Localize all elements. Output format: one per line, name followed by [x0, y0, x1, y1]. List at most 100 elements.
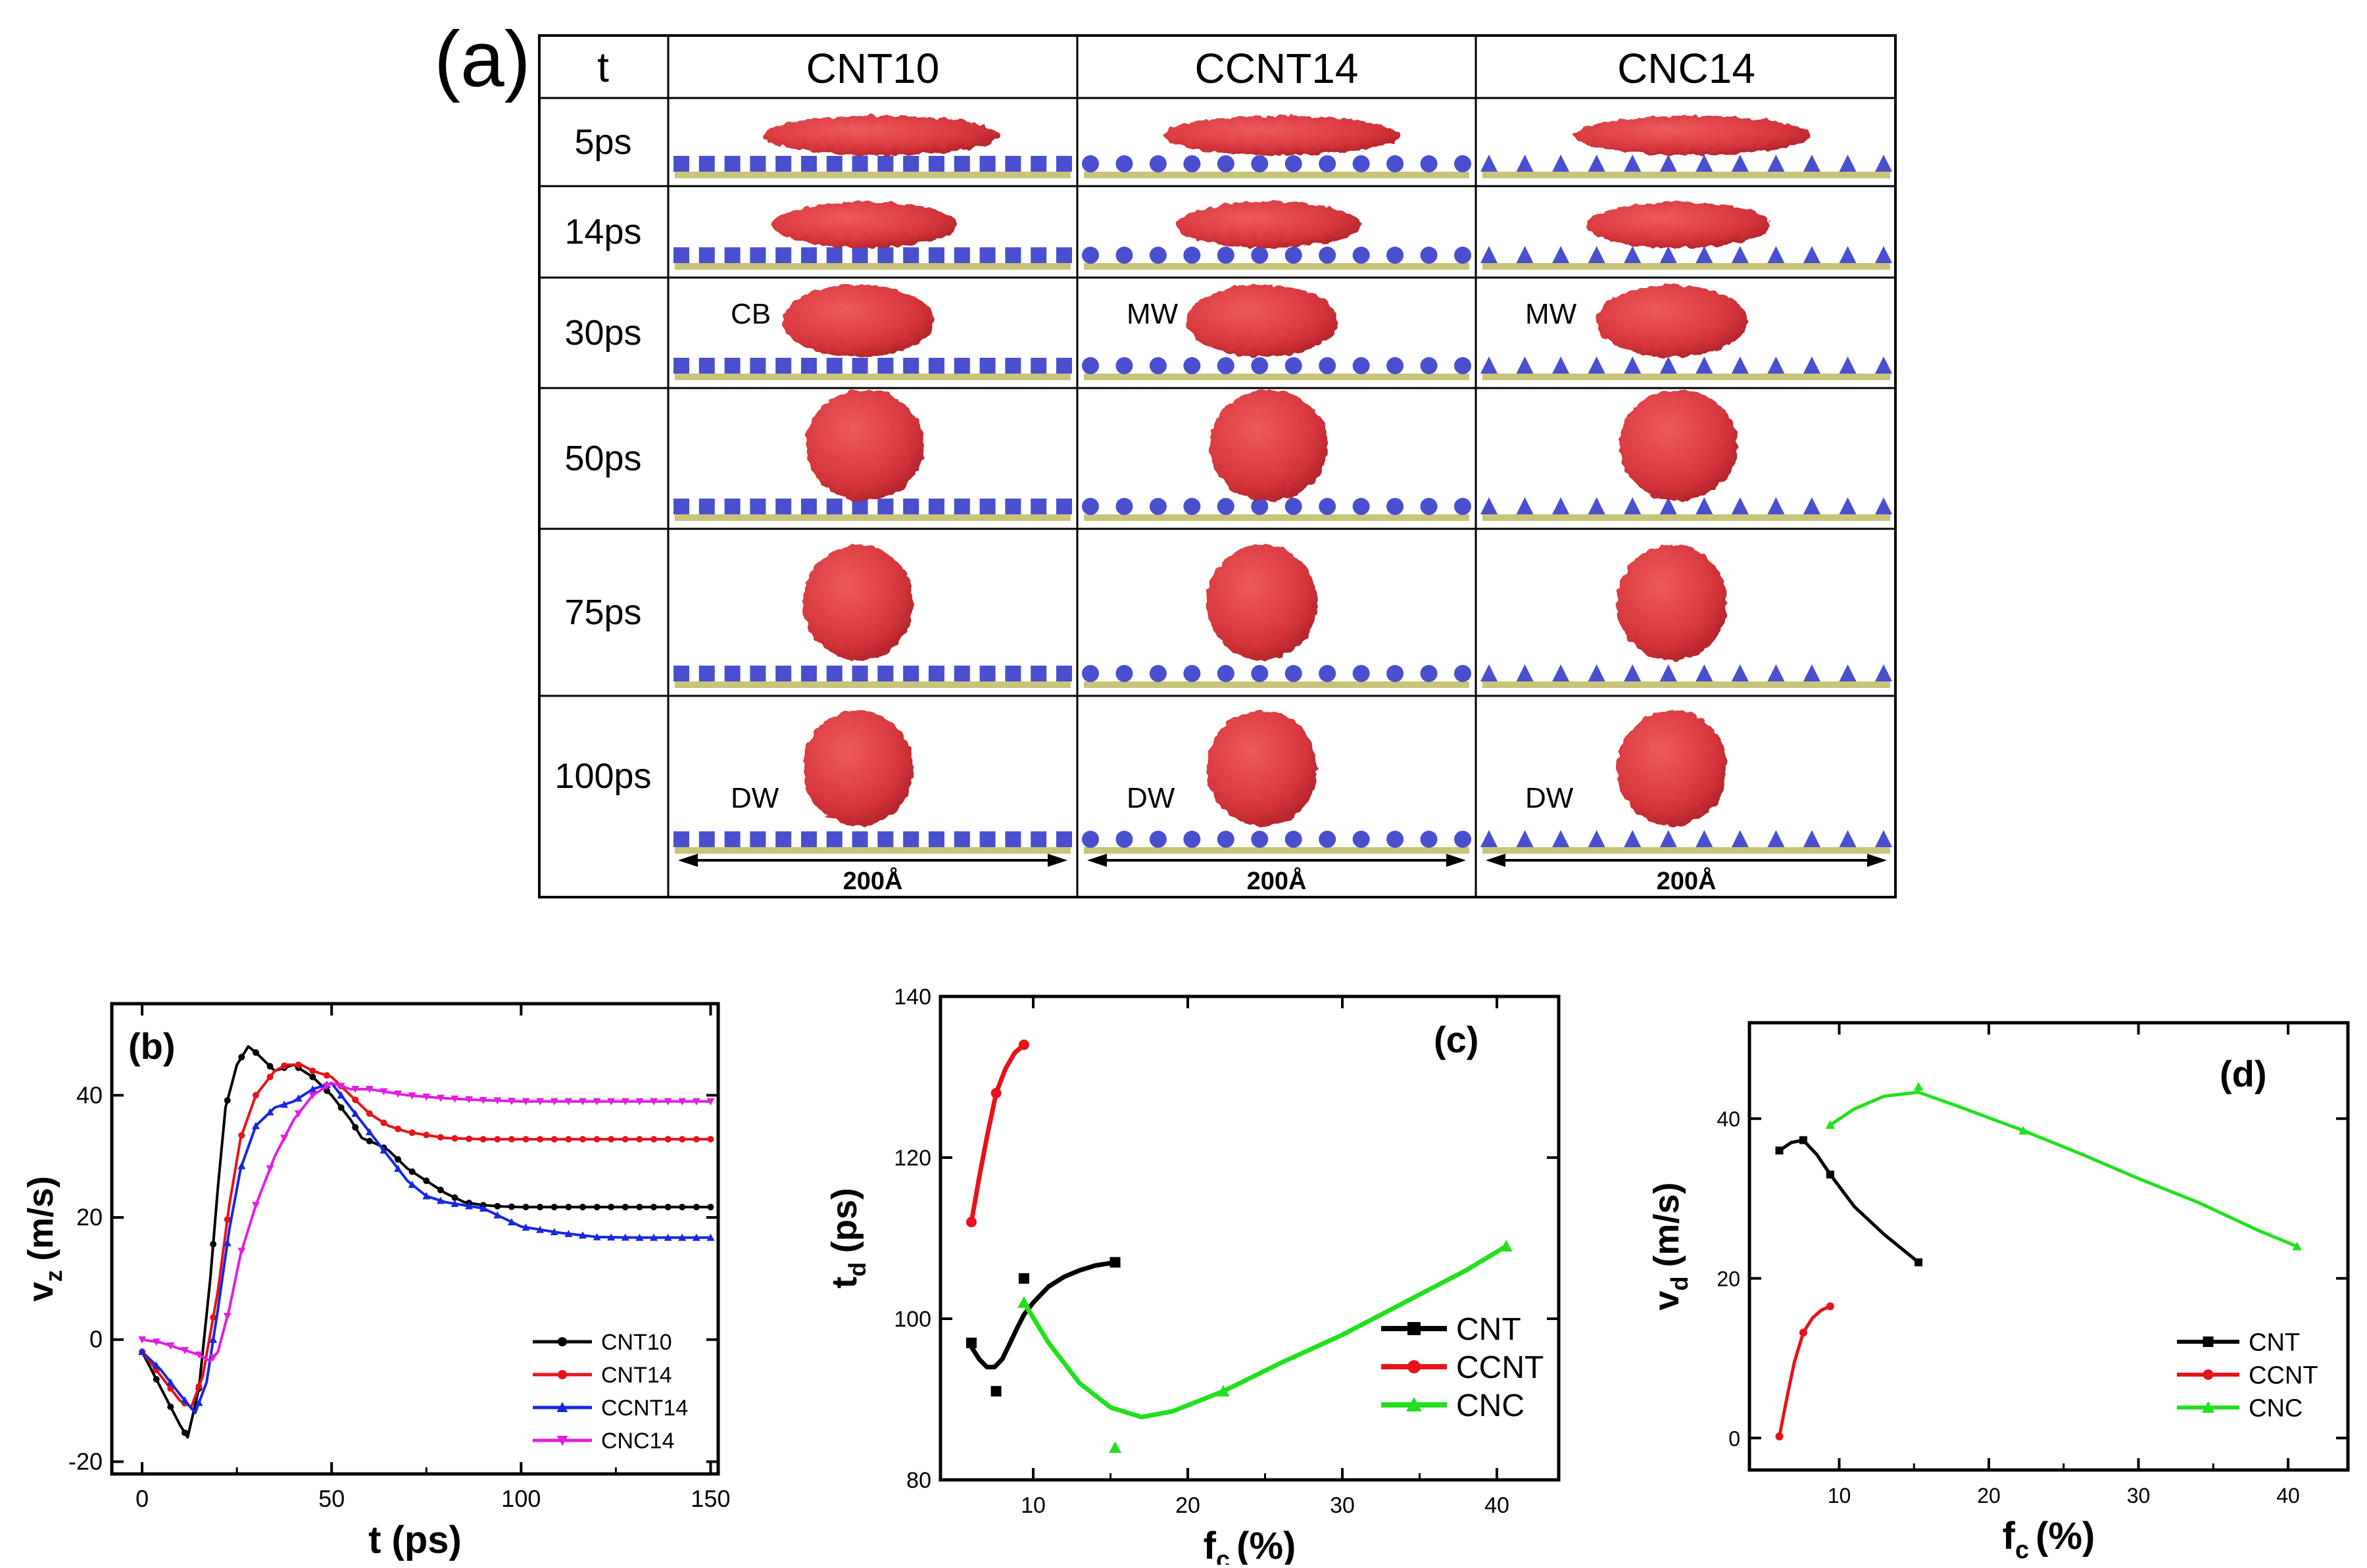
- water-droplet-0-2: [1573, 116, 1810, 155]
- wetting-state-label-5-1: DW: [1127, 782, 1175, 814]
- substrate-block: [826, 358, 842, 374]
- x-axis-label-unit: (%): [2036, 1515, 2095, 1557]
- data-point-CCNT14: [138, 1348, 147, 1356]
- data-point-CNC14: [493, 1097, 502, 1105]
- substrate-cone: [1588, 664, 1605, 681]
- data-point-CNC14: [195, 1351, 203, 1359]
- data-point-CNC14: [607, 1098, 616, 1106]
- legend-label-CNT: CNT: [2249, 1329, 2300, 1356]
- substrate-bead: [1420, 247, 1438, 264]
- data-point-CNC14: [422, 1093, 431, 1101]
- x-axis-label-main: f: [2003, 1515, 2016, 1557]
- data-point-CNC: [1913, 1081, 1924, 1091]
- data-point-CNC14: [536, 1098, 545, 1106]
- series-line-CNC: [1829, 1090, 2298, 1248]
- substrate-block: [1056, 156, 1072, 172]
- substrate-bead: [1149, 357, 1167, 374]
- substrate-cone: [1839, 664, 1857, 681]
- substrate-cone: [1696, 246, 1713, 263]
- x-tick-label: 30: [2127, 1484, 2151, 1507]
- substrate-cone: [1624, 246, 1642, 263]
- substrate-cone: [1552, 155, 1570, 172]
- substrate-block: [979, 156, 996, 172]
- substrate-0-2: [1480, 155, 1892, 178]
- data-point-CNT: [1799, 1136, 1807, 1144]
- data-point-CNT10: [153, 1376, 160, 1383]
- series-CCNT14: [138, 1081, 715, 1415]
- legend-label-CNT14: CNT14: [601, 1363, 672, 1388]
- y-tick-label: 0: [89, 1326, 103, 1353]
- substrate-bead: [1251, 357, 1269, 374]
- substrate-bead: [1454, 665, 1471, 682]
- substrate-block: [852, 666, 868, 681]
- water-droplet-4-0: [803, 545, 914, 660]
- y-axis-label-main: v: [26, 1282, 61, 1302]
- data-point-CCNT14: [379, 1146, 388, 1154]
- substrate-cone: [1696, 356, 1713, 374]
- data-point-CNT14: [593, 1136, 600, 1143]
- substrate-cone: [1552, 497, 1570, 514]
- substrate-block: [775, 499, 792, 514]
- substrate-base: [1084, 847, 1469, 854]
- grid-row-time-3: 50ps: [564, 439, 641, 478]
- data-point-CNT14: [281, 1062, 288, 1069]
- y-tick-label: 0: [1728, 1427, 1740, 1450]
- data-point-CNC14: [650, 1098, 658, 1106]
- data-point-CNC14: [280, 1135, 289, 1142]
- wetting-state-label-2-2: MW: [1525, 298, 1577, 330]
- substrate-base: [675, 374, 1071, 380]
- grid-column-header-2: CNC14: [1617, 45, 1755, 92]
- substrate-block: [852, 831, 868, 847]
- substrate-base: [1084, 681, 1469, 688]
- substrate-bead: [1217, 831, 1234, 848]
- substrate-base: [675, 847, 1071, 854]
- substrate-bead: [1319, 155, 1336, 172]
- data-point-CNT14: [479, 1136, 487, 1143]
- substrate-bead: [1082, 247, 1099, 264]
- y-tick-label: 100: [894, 1307, 931, 1332]
- data-point-CCNT14: [223, 1238, 232, 1246]
- water-droplet-5-0: [803, 710, 914, 826]
- substrate-cone: [1588, 246, 1605, 263]
- series-CNT: [966, 1257, 1121, 1397]
- substrate-block: [1005, 666, 1021, 681]
- data-point-CNT14: [352, 1096, 359, 1104]
- substrate-cone: [1659, 356, 1677, 374]
- substrate-bead: [1454, 498, 1471, 515]
- substrate-block: [1031, 247, 1047, 263]
- substrate-block: [979, 247, 996, 263]
- data-point-CNT14: [550, 1136, 558, 1143]
- substrate-bead: [1217, 357, 1234, 374]
- data-point-CNT10: [337, 1104, 345, 1111]
- series-CCNT: [1775, 1302, 1834, 1440]
- substrate-block: [1031, 831, 1047, 847]
- chart-c-svg: 10 20 30 40 80 100 120 140 (c) fc (%) td (ps) CNTCCNT…: [825, 985, 1561, 1568]
- substrate-bead: [1082, 357, 1099, 374]
- substrate-cone: [1839, 497, 1857, 514]
- substrate-block: [929, 247, 944, 263]
- legend-label-CNC14: CNC14: [601, 1429, 674, 1454]
- substrate-block: [903, 358, 919, 374]
- data-point-CNC14: [237, 1248, 246, 1256]
- data-point-CNT10: [622, 1204, 629, 1211]
- data-point-CNT10: [437, 1187, 444, 1194]
- y-tick-label: 140: [894, 985, 931, 1010]
- substrate-cone: [1696, 155, 1713, 172]
- data-point-CNC14: [209, 1354, 218, 1361]
- data-point-CNT10: [579, 1204, 586, 1211]
- substrate-cone: [1516, 155, 1534, 172]
- substrate-block: [801, 499, 817, 514]
- substrate-block: [979, 831, 996, 847]
- scale-arrow-right: [1867, 854, 1887, 867]
- substrate-block: [775, 247, 792, 263]
- substrate-block: [698, 499, 715, 514]
- substrate-bead: [1149, 665, 1167, 682]
- substrate-0-0: [673, 156, 1072, 178]
- data-point-CCNT14: [451, 1200, 459, 1208]
- grid-row-time-5: 100ps: [554, 756, 651, 796]
- substrate-cone: [1659, 155, 1677, 172]
- substrate-block: [673, 247, 689, 263]
- substrate-cone: [1516, 664, 1534, 681]
- substrate-block: [979, 666, 996, 681]
- y-axis-label-main: t: [829, 1277, 864, 1288]
